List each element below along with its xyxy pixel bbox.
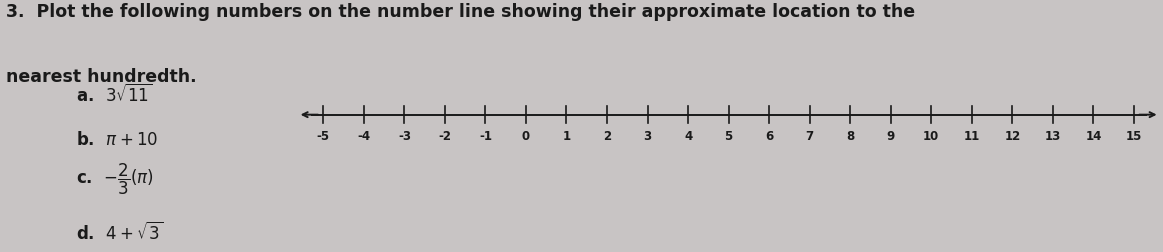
- Text: 15: 15: [1126, 130, 1142, 143]
- Text: 13: 13: [1044, 130, 1061, 143]
- Text: 0: 0: [522, 130, 530, 143]
- Text: -5: -5: [316, 130, 330, 143]
- Text: 6: 6: [765, 130, 773, 143]
- Text: 9: 9: [886, 130, 894, 143]
- Text: -1: -1: [479, 130, 492, 143]
- Text: 3: 3: [643, 130, 651, 143]
- Text: -2: -2: [438, 130, 451, 143]
- Text: c.  $-\dfrac{2}{3}(\pi)$: c. $-\dfrac{2}{3}(\pi)$: [76, 161, 154, 197]
- Text: 14: 14: [1085, 130, 1101, 143]
- Text: 10: 10: [923, 130, 940, 143]
- Text: 5: 5: [725, 130, 733, 143]
- Text: 1: 1: [563, 130, 571, 143]
- Text: -3: -3: [398, 130, 411, 143]
- Text: nearest hundredth.: nearest hundredth.: [6, 68, 197, 86]
- Text: 12: 12: [1004, 130, 1020, 143]
- Text: 8: 8: [847, 130, 855, 143]
- Text: 11: 11: [964, 130, 980, 143]
- Text: a.  $3\sqrt{11}$: a. $3\sqrt{11}$: [76, 84, 152, 106]
- Text: 3.  Plot the following numbers on the number line showing their approximate loca: 3. Plot the following numbers on the num…: [6, 3, 915, 20]
- Text: 4: 4: [684, 130, 692, 143]
- Text: 7: 7: [806, 130, 814, 143]
- Text: b.  $\pi + 10$: b. $\pi + 10$: [76, 131, 158, 149]
- Text: -4: -4: [357, 130, 370, 143]
- Text: d.  $4 + \sqrt{3}$: d. $4 + \sqrt{3}$: [76, 222, 163, 244]
- Text: 2: 2: [602, 130, 611, 143]
